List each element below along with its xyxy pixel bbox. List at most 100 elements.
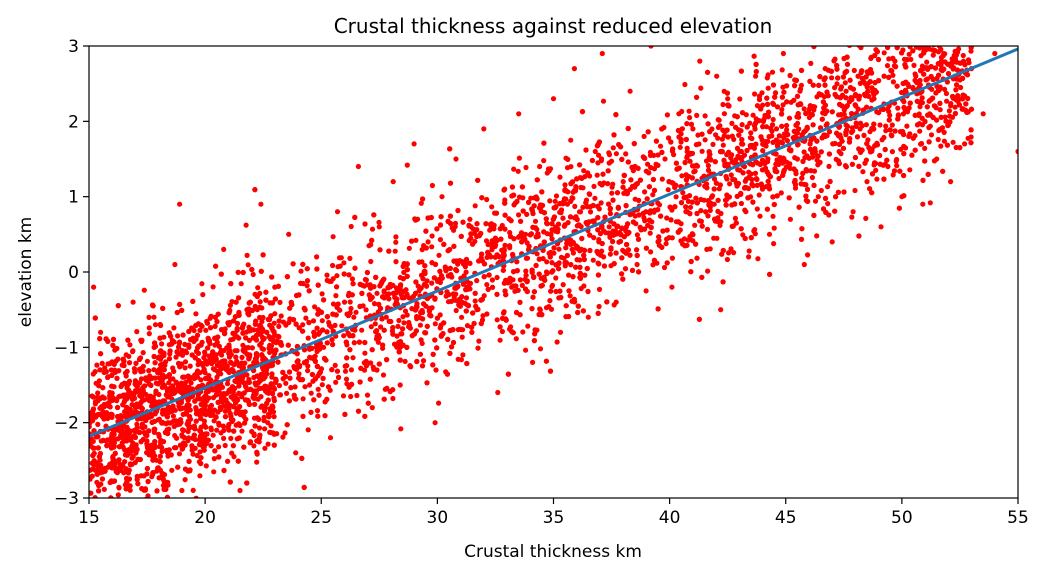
scatter-cloud-point — [280, 369, 286, 375]
scatter-cloud-point — [693, 241, 699, 247]
scatter-cloud-point — [727, 181, 733, 187]
scatter-cloud-point — [380, 372, 387, 378]
scatter-cloud-point — [182, 365, 188, 371]
scatter-cloud-point — [831, 58, 837, 64]
scatter-cloud-point — [95, 445, 101, 451]
scatter-cloud-point — [269, 390, 276, 397]
scatter-cloud-point — [687, 234, 693, 240]
scatter-cloud-point — [268, 423, 274, 429]
scatter-cloud-point — [590, 257, 596, 263]
scatter-cloud-point — [105, 412, 112, 418]
scatter-cloud-point — [890, 79, 897, 85]
scatter-cloud-point — [141, 287, 147, 293]
scatter-cloud-point — [516, 212, 522, 218]
scatter-cloud-point — [305, 427, 311, 433]
scatter-cloud-point — [211, 456, 217, 462]
scatter-cloud-point — [637, 177, 644, 183]
scatter-cloud-point — [344, 355, 350, 361]
scatter-cloud-point — [792, 83, 798, 89]
scatter-cloud-point — [826, 151, 833, 157]
scatter-cloud-point — [780, 102, 786, 108]
scatter-cloud-point — [244, 252, 250, 258]
scatter-cloud-point — [214, 339, 220, 345]
scatter-cloud-point — [803, 167, 809, 173]
scatter-cloud-point — [118, 383, 124, 389]
scatter-cloud-point — [891, 168, 898, 174]
scatter-cloud-point — [146, 314, 152, 320]
scatter-cloud-point — [725, 134, 731, 140]
scatter-cloud-point — [298, 268, 304, 274]
scatter-cloud-point — [430, 362, 436, 368]
scatter-cloud-point — [384, 385, 390, 391]
scatter-cloud-point — [767, 271, 773, 277]
scatter-cloud-point — [837, 95, 844, 101]
scatter-cloud-point — [485, 286, 491, 292]
scatter-cloud-point — [929, 86, 935, 92]
scatter-cloud-point — [927, 200, 933, 206]
scatter-cloud-point — [116, 368, 122, 374]
scatter-cloud-point — [599, 240, 605, 247]
scatter-cloud-point — [745, 195, 751, 201]
scatter-cloud-point — [101, 369, 107, 375]
scatter-cloud-point — [150, 470, 156, 476]
scatter-cloud-point — [347, 255, 353, 261]
scatter-cloud-point — [351, 314, 357, 320]
scatter-cloud-point — [393, 239, 399, 245]
scatter-cloud-point — [686, 108, 692, 114]
scatter-cloud-point — [724, 90, 731, 96]
scatter-cloud-point — [534, 177, 540, 183]
scatter-cloud-point — [647, 149, 654, 155]
scatter-cloud-point — [935, 136, 941, 143]
scatter-cloud-point — [950, 139, 956, 145]
scatter-cloud-point — [485, 241, 491, 248]
scatter-cloud-point — [945, 61, 951, 67]
scatter-cloud-point — [784, 127, 790, 133]
scatter-cloud-point — [659, 176, 665, 182]
scatter-cloud-point — [711, 235, 717, 241]
scatter-cloud-point — [594, 172, 600, 178]
scatter-cloud-point — [736, 132, 742, 138]
scatter-cloud-point — [354, 392, 360, 399]
scatter-cloud-point — [370, 364, 376, 370]
scatter-cloud-point — [852, 187, 858, 194]
scatter-cloud-point — [771, 241, 777, 247]
scatter-cloud-point — [198, 377, 204, 383]
scatter-cloud-point — [233, 354, 239, 360]
scatter-cloud-point — [347, 299, 353, 305]
scatter-cloud-point — [434, 315, 440, 321]
scatter-cloud-point — [800, 158, 806, 164]
scatter-cloud-point — [202, 375, 209, 381]
scatter-cloud-point — [595, 310, 601, 316]
scatter-cloud-point — [229, 450, 235, 456]
scatter-cloud-point — [287, 375, 293, 381]
scatter-cloud-point — [641, 155, 647, 161]
scatter-cloud-point — [437, 237, 443, 243]
scatter-cloud-point — [956, 102, 963, 108]
scatter-cloud-point — [619, 255, 625, 261]
scatter-cloud-point — [624, 241, 630, 248]
scatter-cloud-point — [208, 313, 214, 319]
scatter-cloud-point — [547, 368, 554, 374]
scatter-cloud-point — [693, 142, 700, 148]
scatter-cloud-point — [374, 290, 380, 296]
scatter-cloud-point — [269, 374, 275, 380]
scatter-cloud-point — [392, 248, 398, 254]
scatter-cloud-point — [694, 112, 700, 118]
scatter-cloud-point — [912, 112, 918, 118]
scatter-cloud-point — [906, 51, 912, 57]
scatter-cloud-point — [739, 122, 745, 128]
scatter-cloud-point — [227, 479, 233, 485]
scatter-cloud-point — [240, 269, 246, 276]
scatter-cloud-point — [958, 84, 964, 91]
scatter-cloud-point — [829, 75, 835, 81]
scatter-cloud-point — [216, 444, 222, 450]
scatter-cloud-point — [289, 302, 295, 308]
scatter-cloud-point — [175, 333, 181, 339]
scatter-cloud-point — [394, 333, 400, 339]
scatter-cloud-point — [568, 137, 574, 143]
scatter-cloud-point — [877, 152, 883, 159]
scatter-cloud-point — [192, 372, 198, 378]
scatter-cloud-point — [808, 168, 814, 174]
scatter-cloud-point — [434, 226, 440, 232]
scatter-cloud-point — [655, 306, 661, 312]
